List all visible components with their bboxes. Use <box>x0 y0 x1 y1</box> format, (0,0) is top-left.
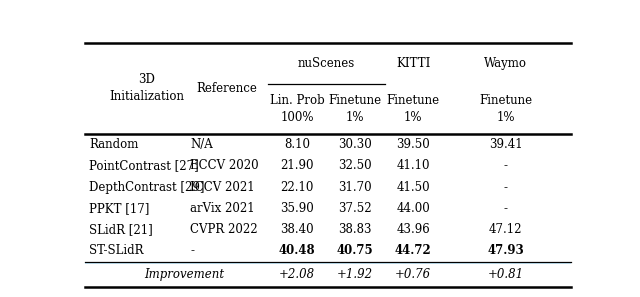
Text: Lin. Prob
100%: Lin. Prob 100% <box>270 94 324 124</box>
Text: 40.48: 40.48 <box>279 244 316 257</box>
Text: Reference: Reference <box>196 82 257 95</box>
Text: CVPR 2022: CVPR 2022 <box>190 223 258 236</box>
Text: -: - <box>504 202 508 215</box>
Text: 44.72: 44.72 <box>395 244 432 257</box>
Text: -: - <box>504 181 508 194</box>
Text: 43.96: 43.96 <box>396 223 430 236</box>
Text: 31.70: 31.70 <box>339 181 372 194</box>
Text: -: - <box>504 159 508 172</box>
Text: 38.40: 38.40 <box>280 223 314 236</box>
Text: 47.93: 47.93 <box>487 244 524 257</box>
Text: Waymo: Waymo <box>484 57 527 69</box>
Text: PPKT [17]: PPKT [17] <box>89 202 149 215</box>
Text: 40.75: 40.75 <box>337 244 374 257</box>
Text: SLidR [21]: SLidR [21] <box>89 223 153 236</box>
Text: 3D
Initialization: 3D Initialization <box>109 73 184 103</box>
Text: Improvement: Improvement <box>144 268 224 281</box>
Text: 47.12: 47.12 <box>489 223 522 236</box>
Text: Finetune
1%: Finetune 1% <box>387 94 440 124</box>
Text: +2.08: +2.08 <box>279 268 316 281</box>
Text: 30.30: 30.30 <box>339 138 372 151</box>
Text: Random: Random <box>89 138 138 151</box>
Text: 39.41: 39.41 <box>489 138 522 151</box>
Bar <box>85 262 571 287</box>
Text: 39.50: 39.50 <box>396 138 430 151</box>
Text: KITTI: KITTI <box>396 57 431 69</box>
Text: ICCV 2021: ICCV 2021 <box>190 181 255 194</box>
Text: +0.76: +0.76 <box>396 268 431 281</box>
Text: 8.10: 8.10 <box>284 138 310 151</box>
Text: 35.90: 35.90 <box>280 202 314 215</box>
Text: arVix 2021: arVix 2021 <box>190 202 255 215</box>
Text: 21.90: 21.90 <box>280 159 314 172</box>
Text: 41.10: 41.10 <box>397 159 430 172</box>
Text: ECCV 2020: ECCV 2020 <box>190 159 259 172</box>
Text: +0.81: +0.81 <box>488 268 524 281</box>
Text: ST-SLidR: ST-SLidR <box>89 244 143 257</box>
Text: 22.10: 22.10 <box>280 181 314 194</box>
Text: N/A: N/A <box>190 138 213 151</box>
Text: DepthContrast [29]: DepthContrast [29] <box>89 181 204 194</box>
Text: 41.50: 41.50 <box>397 181 430 194</box>
Text: nuScenes: nuScenes <box>298 57 355 69</box>
Text: +1.92: +1.92 <box>337 268 373 281</box>
Text: -: - <box>190 244 194 257</box>
Text: 44.00: 44.00 <box>396 202 430 215</box>
Text: Finetune
1%: Finetune 1% <box>479 94 532 124</box>
Text: 32.50: 32.50 <box>339 159 372 172</box>
Text: Finetune
1%: Finetune 1% <box>329 94 382 124</box>
Text: 38.83: 38.83 <box>339 223 372 236</box>
Text: 37.52: 37.52 <box>339 202 372 215</box>
Text: PointContrast [27]: PointContrast [27] <box>89 159 198 172</box>
